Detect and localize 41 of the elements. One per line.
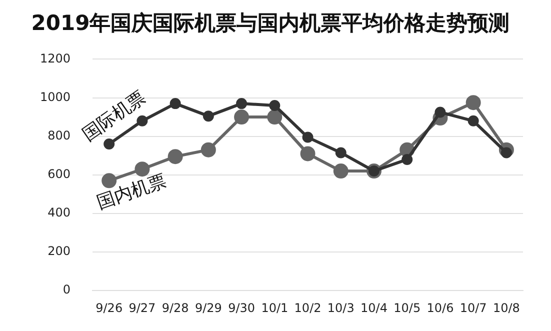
x-tick-label: 10/4 xyxy=(360,300,388,315)
x-tick-label: 10/1 xyxy=(261,300,288,315)
x-tick-label: 9/26 xyxy=(96,300,123,315)
text: 国内机票 xyxy=(94,170,170,214)
y-tick-label: 0 xyxy=(62,282,71,297)
point xyxy=(466,95,481,110)
x-tick-label: 10/5 xyxy=(394,300,421,315)
point xyxy=(402,154,413,165)
x-tick-label: 9/28 xyxy=(162,300,189,315)
point xyxy=(300,146,316,162)
x-tick-label: 9/29 xyxy=(194,300,222,315)
point xyxy=(104,138,115,150)
y-tick-label: 800 xyxy=(48,128,71,142)
y-tick-label: 200 xyxy=(48,244,71,258)
y-tick-label: 600 xyxy=(48,167,71,182)
point xyxy=(468,115,479,126)
point xyxy=(333,164,348,179)
point xyxy=(236,98,248,110)
x-tick-label: 9/27 xyxy=(128,300,156,315)
x-tick-label: 9/30 xyxy=(228,300,256,315)
x-tick-label: 10/7 xyxy=(460,300,487,315)
point xyxy=(168,149,183,164)
y-tick-label: 1000 xyxy=(40,90,71,104)
point xyxy=(267,110,282,125)
point xyxy=(202,110,214,122)
x-tick-label: 10/3 xyxy=(327,300,354,315)
point xyxy=(302,132,314,143)
point xyxy=(234,110,250,125)
x-tick-label: 10/8 xyxy=(492,300,520,315)
point xyxy=(269,100,280,111)
x-tick-label: 10/6 xyxy=(426,300,454,315)
x-tick-label: 10/2 xyxy=(294,300,322,315)
y-tick-label: 1200 xyxy=(40,51,71,66)
text: 国际机票 xyxy=(78,86,150,146)
point xyxy=(200,142,216,158)
point xyxy=(170,98,181,110)
point xyxy=(335,147,346,158)
point xyxy=(434,106,446,118)
chart-title: 2019年国庆国际机票与国内机票平均价格走势预测 xyxy=(31,11,510,36)
y-tick-label: 400 xyxy=(48,206,71,220)
point xyxy=(136,115,148,126)
